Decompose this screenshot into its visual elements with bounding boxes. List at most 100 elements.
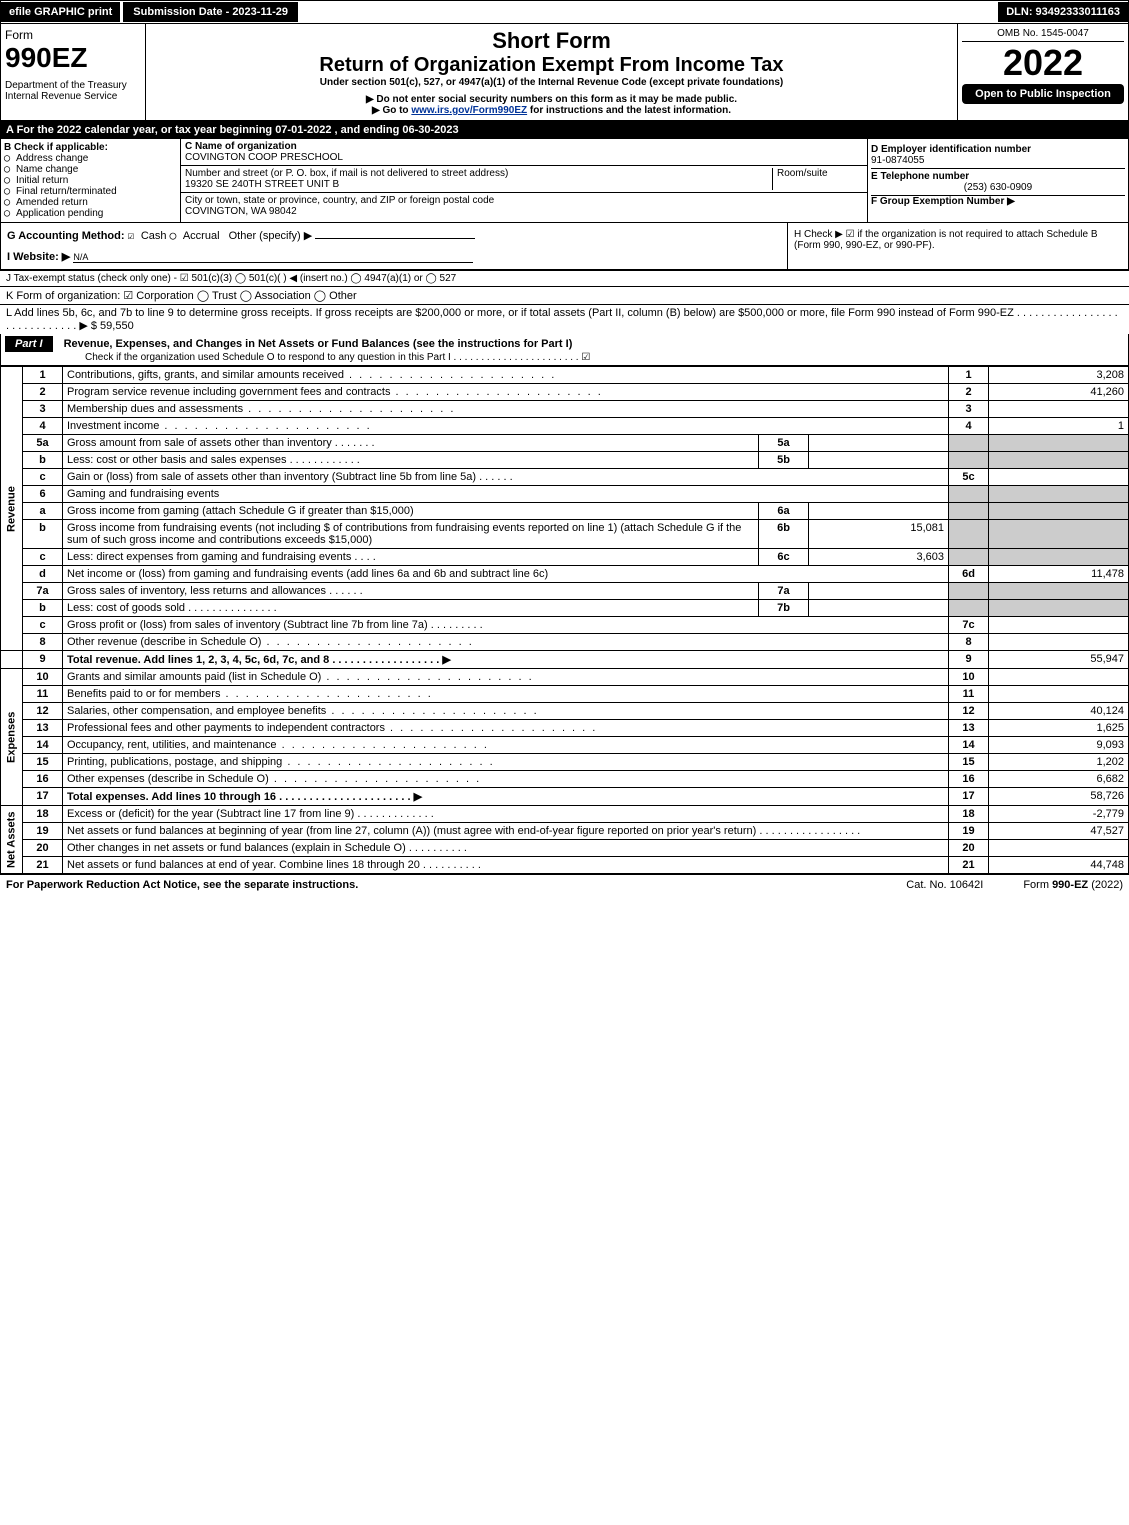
line-15-box: 15	[949, 754, 989, 771]
line-2-text: Program service revenue including govern…	[63, 384, 949, 401]
short-form-title: Short Form	[150, 28, 953, 54]
main-title: Return of Organization Exempt From Incom…	[150, 54, 953, 77]
line-7a-innerbox: 7a	[759, 583, 809, 600]
line-1-text: Contributions, gifts, grants, and simila…	[63, 367, 949, 384]
line-3-box: 3	[949, 401, 989, 418]
part1-header-row: Part I Revenue, Expenses, and Changes in…	[0, 334, 1129, 366]
line-5b-innerbox: 5b	[759, 452, 809, 469]
line-10-num: 10	[23, 669, 63, 686]
line-14-value: 9,093	[989, 737, 1129, 754]
line-7c-box: 7c	[949, 617, 989, 634]
g-other[interactable]: Other (specify) ▶	[229, 230, 313, 242]
line-5c-value	[989, 469, 1129, 486]
section-l: L Add lines 5b, 6c, and 7b to line 9 to …	[0, 304, 1129, 334]
dln-number: DLN: 93492333011163	[998, 2, 1128, 22]
ein-label: D Employer identification number	[871, 144, 1031, 155]
line-7b-innerval	[809, 600, 949, 617]
g-accrual[interactable]: Accrual	[183, 230, 220, 242]
l-text: L Add lines 5b, 6c, and 7b to line 9 to …	[6, 307, 1118, 332]
line-14-num: 14	[23, 737, 63, 754]
header-center: Short Form Return of Organization Exempt…	[146, 24, 958, 120]
line-4-box: 4	[949, 418, 989, 435]
line-6a-shadeval	[989, 503, 1129, 520]
check-initial-return[interactable]: ◯ Initial return	[4, 175, 177, 186]
section-def: D Employer identification number 91-0874…	[868, 139, 1128, 222]
line-6a-shade	[949, 503, 989, 520]
group-exemption-label: F Group Exemption Number ▶	[871, 196, 1015, 207]
line-18-text: Excess or (deficit) for the year (Subtra…	[63, 806, 949, 823]
line-15-text: Printing, publications, postage, and shi…	[63, 754, 949, 771]
room-suite-label: Room/suite	[773, 168, 863, 190]
line-16-box: 16	[949, 771, 989, 788]
check-application-pending[interactable]: ◯ Application pending	[4, 208, 177, 219]
line-2-box: 2	[949, 384, 989, 401]
submission-date: Submission Date - 2023-11-29	[122, 1, 299, 23]
line-6c-shadeval	[989, 549, 1129, 566]
line-15-num: 15	[23, 754, 63, 771]
line-18-box: 18	[949, 806, 989, 823]
line-6d-num: d	[23, 566, 63, 583]
line-5b-innerval	[809, 452, 949, 469]
ein-value: 91-0874055	[871, 155, 924, 166]
line-16-value: 6,682	[989, 771, 1129, 788]
line-13-value: 1,625	[989, 720, 1129, 737]
line-20-value	[989, 840, 1129, 857]
line-21-box: 21	[949, 857, 989, 874]
check-name-change[interactable]: ◯ Name change	[4, 164, 177, 175]
dept-treasury: Department of the Treasury	[5, 80, 141, 91]
line-14-box: 14	[949, 737, 989, 754]
line-6-text: Gaming and fundraising events	[63, 486, 949, 503]
line-15-value: 1,202	[989, 754, 1129, 771]
line-14-text: Occupancy, rent, utilities, and maintena…	[63, 737, 949, 754]
check-amended-return[interactable]: ◯ Amended return	[4, 197, 177, 208]
line-13-num: 13	[23, 720, 63, 737]
check-final-return[interactable]: ◯ Final return/terminated	[4, 186, 177, 197]
line-1-value: 3,208	[989, 367, 1129, 384]
g-cash[interactable]: Cash	[141, 230, 167, 242]
line-5a-text: Gross amount from sale of assets other t…	[63, 435, 759, 452]
footer-right: Form 990-EZ (2022)	[1023, 879, 1123, 891]
check-address-change[interactable]: ◯ Address change	[4, 153, 177, 164]
line-6a-innerval	[809, 503, 949, 520]
line-6d-text: Net income or (loss) from gaming and fun…	[63, 566, 949, 583]
street-label: Number and street (or P. O. box, if mail…	[185, 168, 508, 179]
line-5a-shadeval	[989, 435, 1129, 452]
part1-check: Check if the organization used Schedule …	[5, 352, 1124, 363]
telephone-value: (253) 630-0909	[871, 182, 1125, 193]
efile-print-button[interactable]: efile GRAPHIC print	[1, 2, 120, 22]
line-9-box: 9	[949, 651, 989, 669]
line-21-num: 21	[23, 857, 63, 874]
ssn-note: ▶ Do not enter social security numbers o…	[150, 94, 953, 105]
line-17-text: Total expenses. Add lines 10 through 16 …	[63, 788, 949, 806]
goto-post: for instructions and the latest informat…	[527, 105, 731, 116]
line-5b-shade	[949, 452, 989, 469]
line-7b-text: Less: cost of goods sold . . . . . . . .…	[63, 600, 759, 617]
section-bcd: B Check if applicable: ◯ Address change …	[0, 139, 1129, 223]
section-k: K Form of organization: ☑ Corporation ◯ …	[0, 286, 1129, 304]
line-9-value: 55,947	[989, 651, 1129, 669]
line-5b-shadeval	[989, 452, 1129, 469]
website-value: N/A	[73, 252, 473, 263]
line-19-box: 19	[949, 823, 989, 840]
line-7b-num: b	[23, 600, 63, 617]
header-right: OMB No. 1545-0047 2022 Open to Public In…	[958, 24, 1128, 120]
line-8-num: 8	[23, 634, 63, 651]
line-5a-num: 5a	[23, 435, 63, 452]
line-5c-num: c	[23, 469, 63, 486]
line-6b-num: b	[23, 520, 63, 549]
line-7c-text: Gross profit or (loss) from sales of inv…	[63, 617, 949, 634]
footer-catno: Cat. No. 10642I	[906, 879, 983, 891]
line-11-num: 11	[23, 686, 63, 703]
line-8-box: 8	[949, 634, 989, 651]
line-6c-shade	[949, 549, 989, 566]
line-10-value	[989, 669, 1129, 686]
part1-title: Revenue, Expenses, and Changes in Net As…	[64, 338, 573, 350]
line-8-value	[989, 634, 1129, 651]
open-public-badge: Open to Public Inspection	[962, 84, 1124, 104]
goto-pre: ▶ Go to	[372, 105, 411, 116]
line-7b-shadeval	[989, 600, 1129, 617]
c-name-label: C Name of organization	[185, 141, 297, 152]
line-6b-shade	[949, 520, 989, 549]
line-7a-text: Gross sales of inventory, less returns a…	[63, 583, 759, 600]
irs-link[interactable]: www.irs.gov/Form990EZ	[411, 105, 527, 116]
